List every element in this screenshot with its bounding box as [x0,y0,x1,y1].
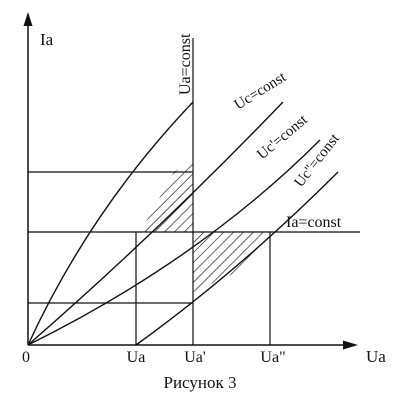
x-axis-label: Ua [366,347,386,366]
figure-caption: Рисунок 3 [164,373,237,392]
label-uc1-const: Uc'=const [254,112,311,164]
x-axis-arrow [343,340,358,350]
label-ua-const: Ua=const [177,33,194,95]
curve-uc2-const [135,171,339,346]
label-uc-const: Uc=const [232,69,290,114]
curve-uc1-const [27,139,321,346]
x-tick-ua: Ua [127,349,146,366]
x-tick-ua-double-prime: Ua" [260,349,285,366]
curve-uc-leftmost [27,101,194,346]
curve-uc-const [27,101,284,346]
y-axis-arrow [23,12,33,26]
x-tick-ua-prime: Ua' [184,349,206,366]
hatched-region-upper [140,160,193,232]
origin-label: 0 [22,349,30,366]
y-axis-label: Ia [40,30,54,49]
label-ia-const: Ia=const [286,214,342,231]
hatched-region-lower [193,232,270,292]
